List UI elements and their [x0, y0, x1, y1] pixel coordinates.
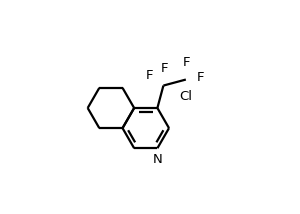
- Text: F: F: [183, 56, 191, 68]
- Text: F: F: [197, 71, 204, 84]
- Text: F: F: [146, 69, 153, 82]
- Text: F: F: [161, 62, 168, 74]
- Text: N: N: [152, 153, 162, 166]
- Text: Cl: Cl: [179, 90, 192, 103]
